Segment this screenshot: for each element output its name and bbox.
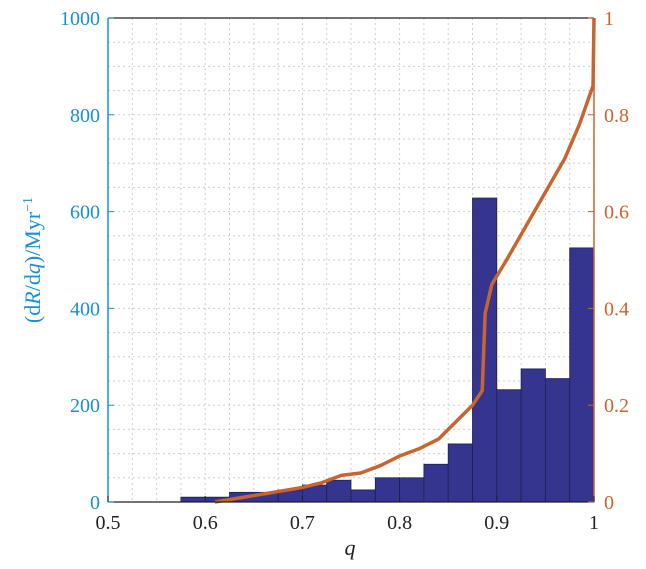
bars (180, 197, 595, 503)
histogram-bar (399, 477, 425, 503)
y-right-tick-label: 0.4 (604, 298, 629, 320)
x-tick-label: 0.9 (484, 512, 509, 534)
ylabel-prefix: (d (20, 305, 45, 323)
ylabel-mid: /d (20, 274, 45, 291)
y-left-tick-label: 1000 (60, 8, 100, 30)
y-right-tick-label: 0.2 (604, 395, 629, 417)
x-tick-label: 0.7 (290, 512, 315, 534)
y-right-tick-label: 0.6 (604, 202, 629, 224)
y-left-tick-label: 400 (70, 298, 100, 320)
x-tick-label: 0.8 (387, 512, 412, 534)
x-tick-label: 0.5 (96, 512, 121, 534)
ylabel-suffix: )/Myr (20, 211, 45, 263)
histogram-bar (496, 389, 522, 503)
histogram-bar (520, 368, 546, 503)
x-axis-label: q (345, 535, 356, 560)
y-left-tick-label: 200 (70, 395, 100, 417)
ylabel-sup: −1 (21, 197, 36, 212)
ylabel-R: R (20, 291, 45, 306)
y-right-tick-label: 0.8 (604, 105, 629, 127)
histogram-bar (374, 477, 400, 503)
histogram-bar (569, 247, 595, 503)
cumulative-line-layer (214, 17, 596, 504)
tick-labels: 0.5 0.6 0.7 0.8 0.9 10200400600800100000.20.4… (60, 8, 629, 534)
x-tick-label: 1 (589, 512, 599, 534)
y-right-tick-label: 0 (604, 492, 614, 514)
y-left-tick-label: 0 (90, 492, 100, 514)
axes (107, 17, 595, 503)
y-axis-label-left: (dR/dq)/Myr−1 (20, 197, 45, 323)
y-left-tick-label: 600 (70, 202, 100, 224)
histogram-bar (545, 378, 571, 503)
histogram-bar (447, 443, 473, 503)
y-right-tick-label: 1 (604, 8, 614, 30)
ylabel-q: q (20, 263, 45, 274)
histogram-bar (423, 463, 449, 503)
x-tick-label: 0.6 (193, 512, 218, 534)
y-left-tick-label: 800 (70, 105, 100, 127)
cumulative-line (214, 17, 596, 504)
histogram-bar (350, 489, 376, 503)
histogram-bar (326, 479, 352, 503)
